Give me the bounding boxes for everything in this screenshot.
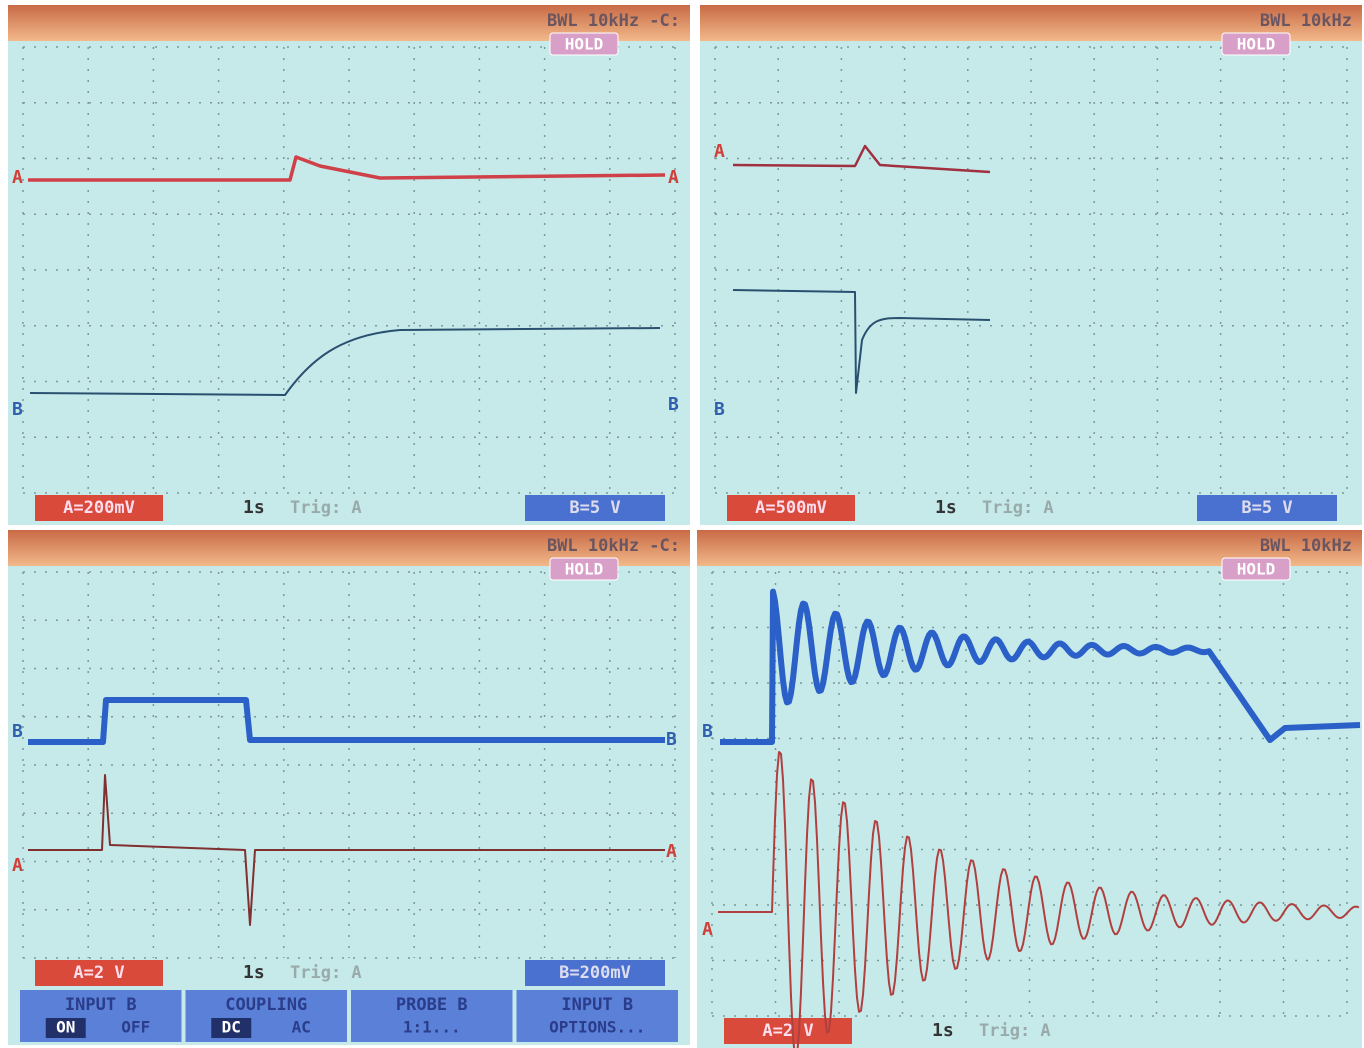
- trace-label: A: [714, 141, 725, 162]
- hold-label: HOLD: [565, 35, 604, 54]
- menu-option: 1:1...: [403, 1018, 461, 1037]
- channel-a-label: A=500mV: [755, 498, 827, 518]
- trace-label: B: [702, 721, 713, 742]
- timebase-label: 1s: [932, 1020, 954, 1041]
- trace-label: A: [12, 167, 23, 188]
- bandwidth-label: BWL 10kHz -C:: [547, 536, 680, 556]
- menu-option: ON: [56, 1018, 75, 1037]
- menu-option: OPTIONS...: [549, 1018, 645, 1037]
- menu-option: OFF: [121, 1018, 150, 1037]
- menu-title: COUPLING: [225, 995, 307, 1015]
- scope-screen: BWL 10kHz HOLD A=2 V 1s Trig: A: [697, 530, 1362, 1048]
- channel-a-label: A=2 V: [73, 963, 124, 983]
- bandwidth-label: BWL 10kHz: [1260, 536, 1352, 556]
- hold-label: HOLD: [565, 560, 604, 579]
- hold-label: HOLD: [1237, 560, 1276, 579]
- bandwidth-label: BWL 10kHz: [1260, 11, 1352, 31]
- timebase-label: 1s: [243, 962, 265, 983]
- trace-label: A: [12, 855, 23, 876]
- channel-a-label: A=200mV: [63, 498, 135, 518]
- trace-label: B: [714, 399, 725, 420]
- trace-label: A: [668, 167, 679, 188]
- trace-label: B: [12, 399, 23, 420]
- menu-option: AC: [292, 1018, 311, 1037]
- channel-a-label: A=2 V: [762, 1021, 813, 1041]
- screen-bg: [8, 5, 690, 525]
- screen-bg: [697, 530, 1362, 1048]
- channel-b-label: B=5 V: [569, 498, 620, 518]
- menu-title: INPUT B: [65, 995, 137, 1015]
- trace-label: A: [702, 919, 713, 940]
- trace-label: B: [668, 394, 679, 415]
- trigger-label: Trig: A: [290, 963, 362, 983]
- menu-title: INPUT B: [561, 995, 633, 1015]
- timebase-label: 1s: [935, 497, 957, 518]
- channel-b-label: B=5 V: [1241, 498, 1292, 518]
- channel-b-label: B=200mV: [559, 963, 631, 983]
- scope-photos: BWL 10kHz -C:HOLDA=200mV1sTrig: AB=5 VBW…: [0, 0, 1364, 1048]
- trigger-label: Trig: A: [982, 498, 1054, 518]
- trigger-label: Trig: A: [979, 1021, 1051, 1041]
- hold-label: HOLD: [1237, 35, 1276, 54]
- trigger-label: Trig: A: [290, 498, 362, 518]
- scope-screen: BWL 10kHz HOLD A=500mV 1s Trig: A B=5 V: [700, 5, 1362, 525]
- trace-label: B: [666, 729, 677, 750]
- scope-screen: BWL 10kHz -C: HOLD A=2 V 1s Trig: A B=200mV IN…: [8, 530, 690, 1045]
- bandwidth-label: BWL 10kHz -C:: [547, 11, 680, 31]
- trace-label: B: [12, 721, 23, 742]
- menu-option: DC: [222, 1018, 241, 1037]
- trace-label: A: [666, 841, 677, 862]
- scope-screen: BWL 10kHz -C: HOLD A=200mV 1s Trig: A B=5 V: [8, 5, 690, 525]
- timebase-label: 1s: [243, 497, 265, 518]
- screen-bg: [700, 5, 1362, 525]
- menu-title: PROBE B: [396, 995, 468, 1015]
